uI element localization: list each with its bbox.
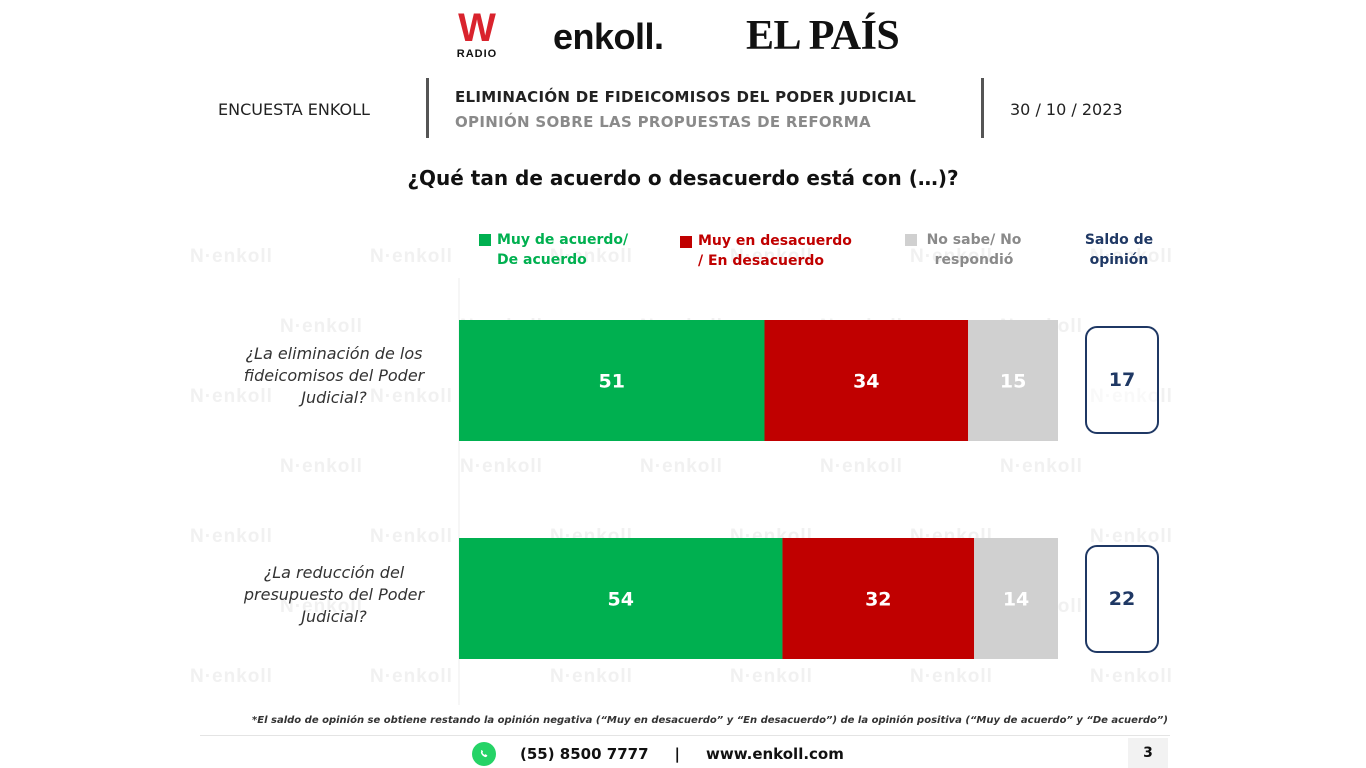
row-label-2: ¿La reducción del presupuesto del Poder … <box>228 562 440 628</box>
header-divider-right <box>981 78 984 138</box>
row-label-1: ¿La eliminación de los fideicomisos del … <box>228 343 440 409</box>
footer-contact: (55) 8500 7777 | www.enkoll.com <box>472 742 844 766</box>
el-pais-logo: EL PAÍS <box>746 13 900 59</box>
bar-agree-2 <box>459 538 783 659</box>
bar-disagree-2 <box>782 538 975 659</box>
footer-separator: | <box>674 745 681 763</box>
footer-divider <box>200 735 1170 736</box>
legend-swatch-agree <box>479 234 491 246</box>
legend-disagree: Muy en desacuerdo / En desacuerdo <box>698 231 852 271</box>
survey-name: ENCUESTA ENKOLL <box>218 100 370 119</box>
saldo-box-2: 22 <box>1085 545 1159 653</box>
w-radio-logo: W RADIO <box>449 8 505 60</box>
w-radio-label: RADIO <box>456 48 498 60</box>
footer-website[interactable]: www.enkoll.com <box>706 745 844 763</box>
question-text: ¿Qué tan de acuerdo o desacuerdo está co… <box>407 166 959 190</box>
legend-agree-line2: De acuerdo <box>497 252 587 268</box>
footnote: *El saldo de opinión se obtiene restando… <box>252 715 1168 726</box>
legend-agree: Muy de acuerdo/ De acuerdo <box>497 230 628 270</box>
page-number: 3 <box>1128 738 1168 768</box>
bar-label-disagree-2: 32 <box>865 589 891 611</box>
legend-disagree-line1: Muy en desacuerdo <box>698 233 852 249</box>
enkoll-logo: enkoll. <box>553 16 664 57</box>
legend-unknown: No sabe/ No respondió <box>922 230 1026 270</box>
bar-label-agree-1: 51 <box>599 371 625 393</box>
row-label-2-line1: ¿La reducción del <box>263 563 405 582</box>
legend-saldo-line1: Saldo de <box>1084 232 1154 248</box>
legend-agree-line1: Muy de acuerdo/ <box>497 232 629 248</box>
bar-label-unknown-1: 15 <box>1000 371 1026 393</box>
legend-swatch-disagree <box>680 236 692 248</box>
legend-disagree-line2: / En desacuerdo <box>698 253 824 269</box>
legend-saldo: Saldo de opinión <box>1080 230 1158 270</box>
page-subtitle: OPINIÓN SOBRE LAS PROPUESTAS DE REFORMA <box>455 113 871 131</box>
row-label-2-line2: presupuesto del Poder <box>243 585 425 604</box>
bar-label-disagree-1: 34 <box>853 371 879 393</box>
bar-agree-1 <box>459 320 765 441</box>
page-title: ELIMINACIÓN DE FIDEICOMISOS DEL PODER JU… <box>455 88 917 106</box>
row-label-1-line1: ¿La eliminación de los <box>245 344 423 363</box>
row-label-1-line3: Judicial? <box>301 388 367 407</box>
header-divider-left <box>426 78 429 138</box>
bar-label-unknown-2: 14 <box>1003 589 1029 611</box>
whatsapp-icon <box>472 742 496 766</box>
legend-saldo-line2: opinión <box>1089 252 1149 268</box>
saldo-box-1: 17 <box>1085 326 1159 434</box>
bar-unknown-1 <box>968 320 1058 441</box>
legend-unknown-line2: respondió <box>934 252 1014 268</box>
row-label-2-line3: Judicial? <box>301 607 367 626</box>
legend-unknown-line1: No sabe/ No <box>926 232 1022 248</box>
legend-swatch-unknown <box>905 234 917 246</box>
bar-disagree-1 <box>764 320 969 441</box>
w-radio-mark: W <box>458 6 496 50</box>
bar-label-agree-2: 54 <box>608 589 634 611</box>
bar-unknown-2 <box>974 538 1058 659</box>
survey-date: 30 / 10 / 2023 <box>1010 100 1123 119</box>
footer-phone: (55) 8500 7777 <box>520 745 649 763</box>
row-label-1-line2: fideicomisos del Poder <box>243 366 425 385</box>
